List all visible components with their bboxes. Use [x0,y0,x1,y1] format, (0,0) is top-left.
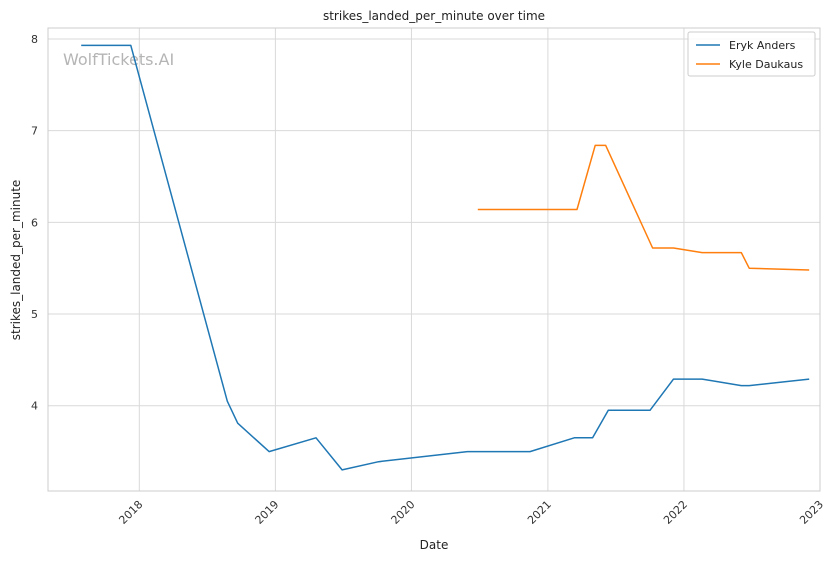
watermark: WolfTickets.AI [63,50,174,69]
x-tick-label: 2023 [797,498,826,527]
chart-title: strikes_landed_per_minute over time [323,9,545,23]
y-tick-label: 7 [31,125,38,138]
series-layer [81,44,810,471]
y-tick-label: 8 [31,33,38,46]
tick-labels: 4 5 6 7 8 2018 2019 2020 2021 2022 2023 [31,33,826,527]
y-axis-label: strikes_landed_per_minute [9,180,23,341]
plot-area-frame [47,27,821,492]
x-tick-label: 2019 [253,498,282,527]
series-line-eryk-anders [81,44,810,471]
x-tick-label: 2022 [661,498,690,527]
y-tick-label: 4 [31,400,38,413]
legend-label-eryk-anders: Eryk Anders [729,39,796,52]
x-tick-label: 2018 [116,498,145,527]
legend-label-kyle-daukaus: Kyle Daukaus [729,58,803,71]
y-tick-label: 6 [31,216,38,229]
x-tick-label: 2020 [389,498,418,527]
y-tick-label: 5 [31,308,38,321]
grid [48,28,821,491]
series-line-kyle-daukaus [477,144,810,271]
legend-box [687,31,816,77]
legend: Eryk Anders Kyle Daukaus [687,31,816,77]
x-tick-label: 2021 [525,498,554,527]
x-axis-label: Date [420,538,449,552]
